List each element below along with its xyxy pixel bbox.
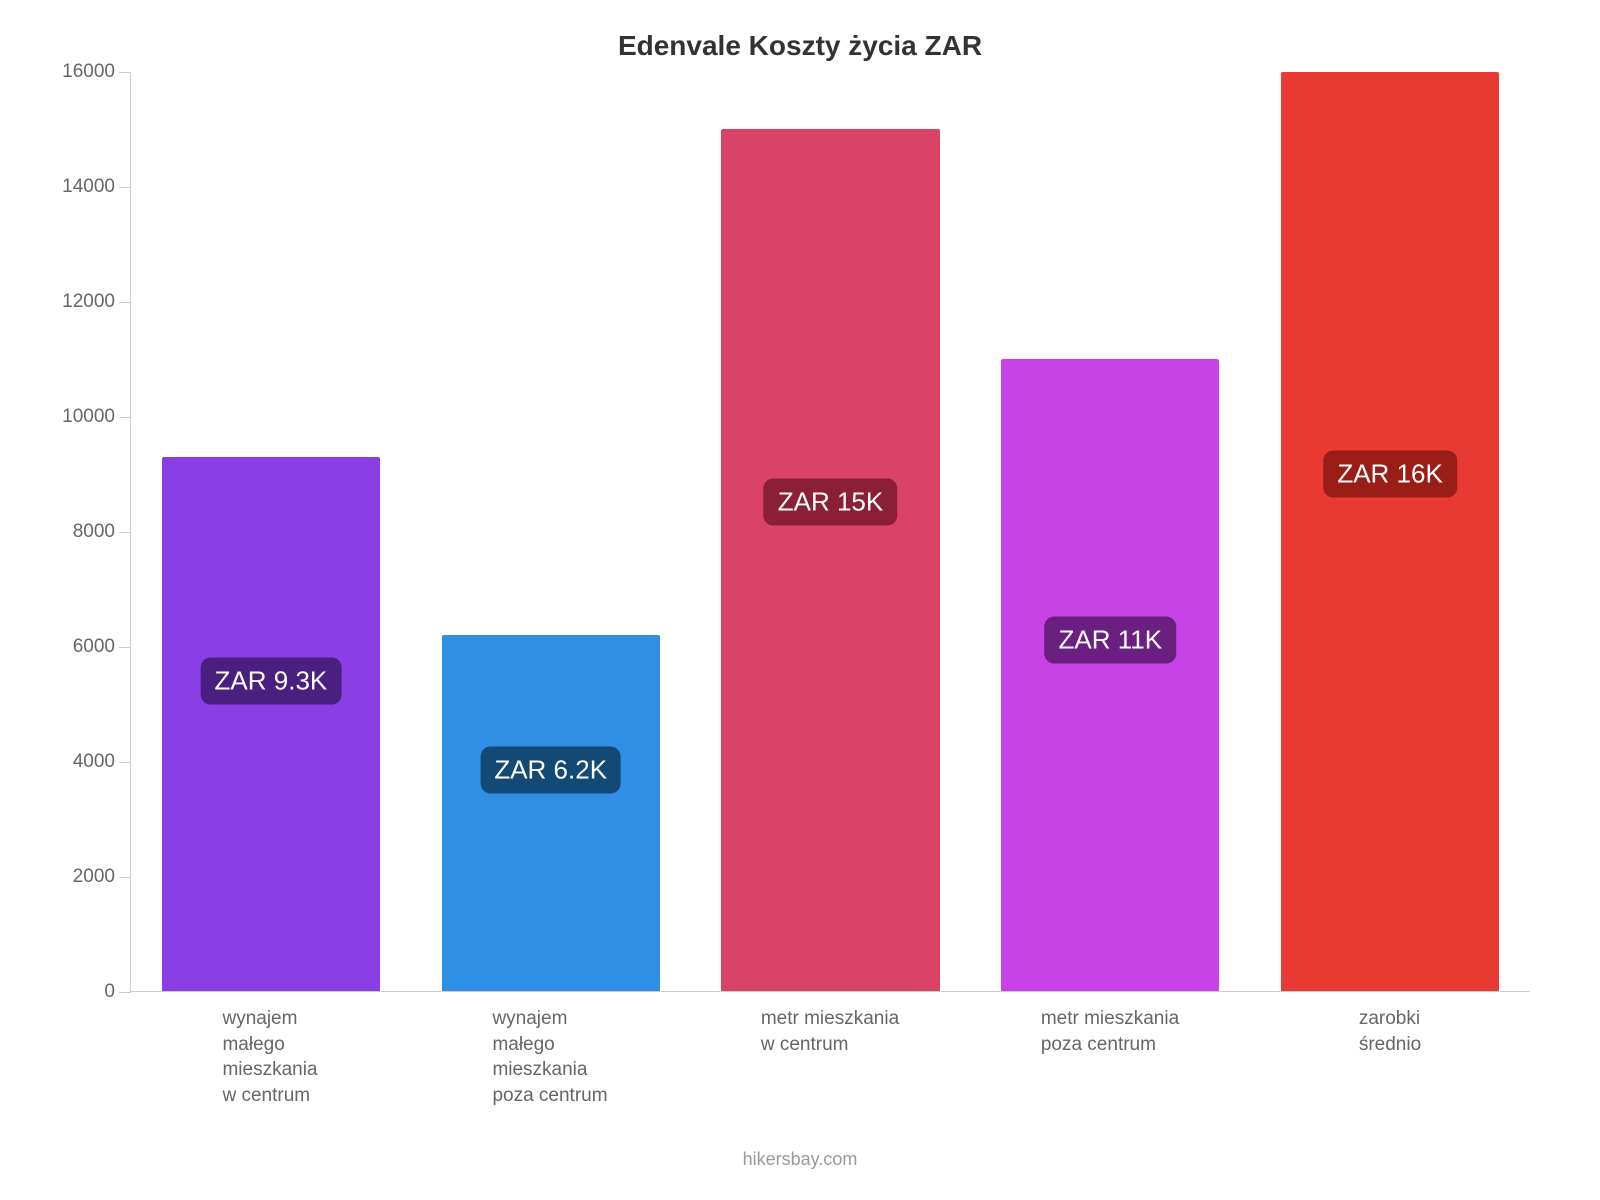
bar-value-badge: ZAR 16K (1323, 450, 1457, 497)
bar-slot: ZAR 15K (691, 72, 971, 991)
x-axis-label: wynajem małego mieszkania poza centrum (492, 1006, 607, 1109)
y-tick-label: 8000 (73, 521, 115, 543)
y-tick (119, 762, 131, 763)
y-tick (119, 992, 131, 993)
y-tick-label: 10000 (62, 406, 115, 428)
attribution-text: hikersbay.com (40, 1149, 1560, 1170)
bar-slot: ZAR 9.3K (131, 72, 411, 991)
y-tick-label: 4000 (73, 751, 115, 773)
y-tick-label: 14000 (62, 176, 115, 198)
plot-area: ZAR 9.3KZAR 6.2KZAR 15KZAR 11KZAR 16K 02… (130, 72, 1530, 992)
y-tick-label: 2000 (73, 866, 115, 888)
x-axis-labels: wynajem małego mieszkania w centrum wynaj… (130, 1006, 1530, 1109)
x-axis-label-slot: wynajem małego mieszkania poza centrum (410, 1006, 690, 1109)
y-tick (119, 532, 131, 533)
bars-container: ZAR 9.3K ZAR 6.2K ZAR 15K ZAR 11K ZAR 16K (131, 72, 1530, 991)
bar-slot: ZAR 16K (1250, 72, 1530, 991)
bar-value-badge: ZAR 15K (764, 479, 898, 526)
y-tick-label: 16000 (62, 61, 115, 83)
bar-slot: ZAR 11K (970, 72, 1250, 991)
y-tick-label: 0 (104, 981, 115, 1003)
y-tick (119, 72, 131, 73)
x-axis-label-slot: zarobki średnio (1250, 1006, 1530, 1109)
x-axis-label: zarobki średnio (1359, 1006, 1421, 1109)
y-tick (119, 302, 131, 303)
bar (721, 129, 939, 991)
y-tick-label: 6000 (73, 636, 115, 658)
chart-title: Edenvale Koszty życia ZAR (40, 30, 1560, 62)
y-tick (119, 417, 131, 418)
x-axis-label: metr mieszkania w centrum (761, 1006, 899, 1109)
y-tick (119, 647, 131, 648)
x-axis-label-slot: wynajem małego mieszkania w centrum (130, 1006, 410, 1109)
cost-of-living-chart: Edenvale Koszty życia ZAR ZAR 9.3K ZAR 6.… (0, 0, 1600, 1200)
bar (1001, 359, 1219, 991)
bar-value-badge: ZAR 9.3K (201, 657, 342, 704)
y-tick-label: 12000 (62, 291, 115, 313)
bar-slot: ZAR 6.2K (411, 72, 691, 991)
x-axis-label: wynajem małego mieszkania w centrum (222, 1006, 317, 1109)
y-tick (119, 187, 131, 188)
bar (442, 635, 660, 991)
bar (162, 457, 380, 991)
bar-value-badge: ZAR 6.2K (480, 746, 621, 793)
x-axis-label-slot: metr mieszkania poza centrum (970, 1006, 1250, 1109)
x-axis-label: metr mieszkania poza centrum (1041, 1006, 1179, 1109)
y-tick (119, 877, 131, 878)
bar-value-badge: ZAR 11K (1045, 617, 1177, 664)
x-axis-label-slot: metr mieszkania w centrum (690, 1006, 970, 1109)
bar (1281, 72, 1499, 991)
